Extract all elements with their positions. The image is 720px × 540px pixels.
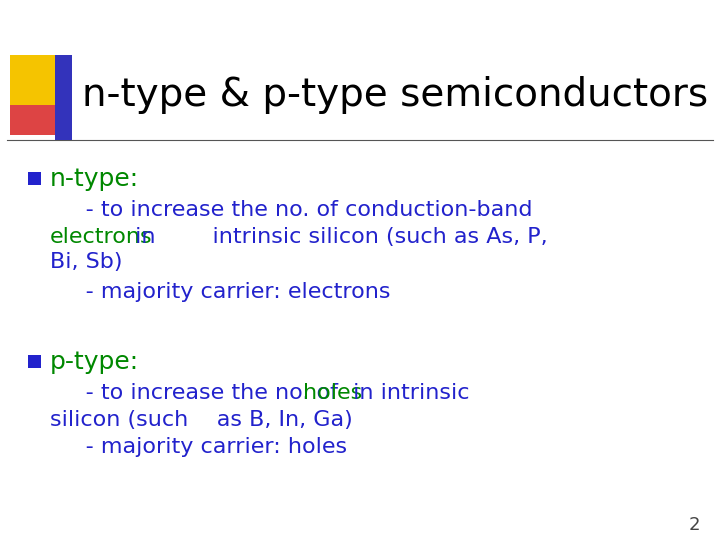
Text: in        intrinsic silicon (such as As, P,: in intrinsic silicon (such as As, P, [128, 227, 548, 247]
Text: - to increase the no. of: - to increase the no. of [50, 383, 345, 403]
Text: in intrinsic: in intrinsic [346, 383, 469, 403]
Bar [28, 355, 41, 368]
Text: electrons: electrons [50, 227, 153, 247]
Text: silicon (such    as B, In, Ga): silicon (such as B, In, Ga) [50, 410, 353, 430]
Text: p-type:: p-type: [50, 350, 139, 374]
Text: n-type:: n-type: [50, 167, 139, 191]
Bar [28, 172, 41, 185]
Text: - to increase the no. of conduction-band: - to increase the no. of conduction-band [50, 200, 533, 220]
Text: - majority carrier: electrons: - majority carrier: electrons [50, 282, 390, 302]
Text: - majority carrier: holes: - majority carrier: holes [50, 437, 347, 457]
Text: n-type & p-type semiconductors: n-type & p-type semiconductors [82, 76, 708, 114]
Bar [10, 55, 55, 105]
Text: Bi, Sb): Bi, Sb) [50, 252, 122, 272]
Text: 2: 2 [688, 516, 700, 534]
Bar [55, 55, 72, 140]
Bar [10, 105, 55, 135]
Text: holes: holes [303, 383, 362, 403]
